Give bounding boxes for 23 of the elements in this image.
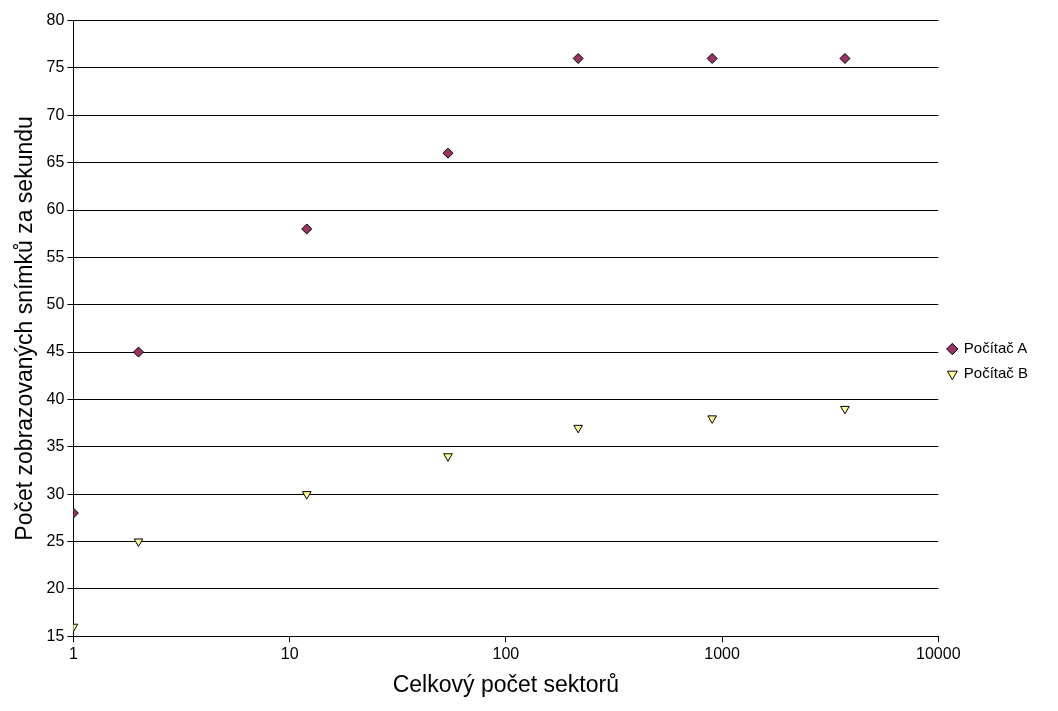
x-tick-label: 10 — [280, 645, 299, 663]
x-tick-label: 100 — [492, 645, 520, 663]
x-tick-label: 10000 — [916, 645, 961, 663]
y-tick-label: 60 — [46, 200, 65, 218]
y-tick-label: 50 — [46, 295, 65, 313]
y-tick-label: 15 — [46, 626, 65, 644]
y-axis-title: Počet zobrazovaných snímků za sekundu — [11, 116, 38, 541]
x-tick-label: 1 — [68, 645, 78, 663]
legend-label: Počítač B — [963, 364, 1029, 382]
x-tick-label: 1000 — [704, 645, 740, 663]
x-axis-title: Celkový počet sektorů — [392, 670, 619, 697]
y-tick-label: 70 — [46, 105, 65, 123]
y-tick-label: 45 — [46, 342, 65, 360]
y-tick-label: 75 — [46, 58, 65, 76]
y-tick-label: 30 — [46, 484, 65, 502]
y-tick-label: 20 — [46, 579, 65, 597]
y-tick-label: 80 — [46, 11, 65, 29]
legend-label: Počítač A — [963, 339, 1028, 357]
y-tick-label: 55 — [46, 247, 65, 265]
y-tick-label: 25 — [46, 531, 65, 549]
y-tick-label: 40 — [46, 389, 65, 407]
y-tick-label: 65 — [46, 153, 65, 171]
y-tick-label: 35 — [46, 437, 65, 455]
